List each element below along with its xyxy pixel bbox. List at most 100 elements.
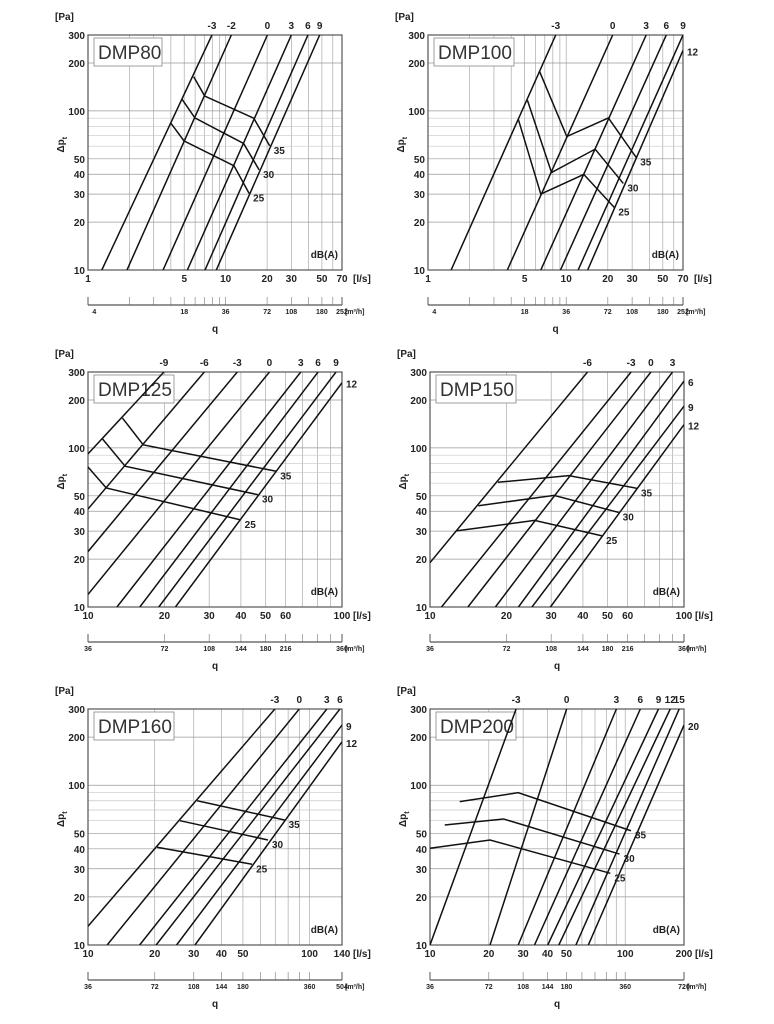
damper-position-line [88,372,238,553]
x-unit-label: [l/s] [695,611,713,622]
y-unit-label: [Pa] [395,12,414,23]
damper-position-label: 12 [346,739,358,750]
damper-position-line [430,372,589,564]
x-tick-label: 10 [561,274,573,285]
y-axis-label: Δpt [56,811,69,827]
damper-position-line [549,424,684,607]
m3h-unit-label: [m³/h] [686,309,705,316]
damper-position-label: -3 [233,358,242,369]
x-tick-label: 50 [657,274,669,285]
damper-position-line [586,50,683,270]
damper-position-label: 3 [643,21,649,32]
x-tick-label: 70 [336,274,348,285]
y-unit-label: [Pa] [55,349,74,360]
damper-position-line [139,372,319,607]
m3h-tick-label: 108 [517,984,529,991]
y-tick-label: 40 [414,170,426,181]
m3h-tick-label: 72 [503,646,511,653]
m3h-tick-label: 216 [280,646,292,653]
chart-title: DMP125 [98,380,172,401]
y-tick-label: 200 [410,733,427,744]
x-tick-label: 100 [617,949,634,960]
noise-level-label: 30 [623,512,635,523]
damper-position-label: 3 [289,21,295,32]
x-axis-label: q [212,999,218,1010]
y-tick-label: 10 [414,266,426,277]
m3h-tick-label: 72 [161,646,169,653]
noise-level-line [87,466,241,521]
y-tick-label: 30 [416,865,428,876]
x-tick-label: 40 [235,611,247,622]
damper-position-label: -2 [227,21,236,32]
y-tick-label: 100 [68,444,85,455]
damper-position-label: 0 [267,358,273,369]
damper-position-label: 6 [305,21,311,32]
damper-position-label: 6 [664,21,670,32]
m3h-tick-label: 180 [657,309,669,316]
y-axis-label: Δpt [398,473,411,489]
noise-level-line [170,122,250,194]
y-axis-label-main: Δp [56,139,67,152]
damper-position-label: 9 [317,21,323,32]
damper-position-line [450,35,557,270]
damper-position-line [204,35,309,270]
y-tick-label: 100 [410,781,427,792]
y-tick-label: 200 [410,396,427,407]
x-tick-label: 70 [677,274,689,285]
damper-position-line [88,372,271,595]
damper-position-label: 3 [670,358,676,369]
damper-position-label: 6 [638,695,644,706]
y-tick-label: 50 [74,829,86,840]
damper-position-label: -6 [200,358,209,369]
x-tick-label: 5 [522,274,528,285]
x-tick-label: 5 [181,274,187,285]
damper-position-line [158,372,337,607]
damper-position-label: 6 [337,695,343,706]
damper-position-line [126,35,233,270]
m3h-tick-label: 144 [216,984,228,991]
chart-title-box [93,374,175,404]
noise-level-label: 30 [262,495,274,506]
damper-position-label: -3 [207,21,216,32]
y-tick-label: 40 [74,507,86,518]
damper-position-line [88,372,205,510]
damper-position-line [440,372,632,607]
noise-unit-label: dB(A) [652,250,679,261]
m3h-tick-label: 36 [426,984,434,991]
m3h-tick-label: 18 [521,309,529,316]
y-tick-label: 20 [416,893,428,904]
y-tick-label: 10 [74,603,86,614]
m3h-unit-label: [m³/h] [345,984,364,991]
y-axis-label-sub: t [404,811,411,814]
damper-position-line [430,709,517,945]
x-tick-label: 30 [188,949,200,960]
x-tick-label: 20 [483,949,495,960]
x-tick-label: 10 [220,274,232,285]
y-axis-label: Δpt [396,136,409,152]
noise-level-label: 30 [263,170,275,181]
noise-level-line [517,118,615,209]
m3h-tick-label: 36 [562,309,570,316]
m3h-tick-label: 504 [336,984,348,991]
damper-position-label: 0 [610,21,616,32]
noise-level-line [193,76,271,147]
y-axis-label: Δpt [56,136,69,152]
y-tick-label: 200 [68,396,85,407]
y-axis-label-sub: t [62,473,69,476]
m3h-tick-label: 108 [285,309,297,316]
plot-frame [87,371,343,608]
y-tick-label: 40 [74,845,86,856]
damper-position-line [575,709,680,945]
chart-title: DMP80 [98,43,161,64]
x-tick-label: 10 [424,949,436,960]
m3h-tick-label: 36 [84,646,92,653]
m3h-tick-label: 360 [336,646,348,653]
m3h-tick-label: 72 [485,984,493,991]
m3h-tick-label: 252 [677,309,689,316]
noise-level-line [156,846,253,866]
x-tick-label: 30 [518,949,530,960]
noise-level-line [181,99,260,171]
